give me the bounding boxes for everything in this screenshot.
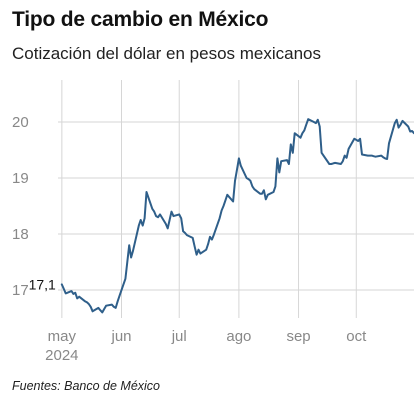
x-tick-label-may: may [48, 328, 77, 345]
chart-subtitle: Cotización del dólar en pesos mexicanos [12, 44, 322, 63]
source-note: Fuentes: Banco de México [12, 379, 160, 393]
series-line [60, 118, 414, 314]
start-value-label: 17,1 [29, 276, 56, 292]
chart-title: Tipo de cambio en México [12, 8, 269, 31]
y-tick-label-19: 19 [12, 170, 29, 187]
y-tick-label-20: 20 [12, 114, 29, 131]
x-tick-label-jun: jun [110, 328, 131, 345]
y-tick-label-17: 17 [12, 282, 29, 299]
x-tick-label-jul: jul [171, 328, 187, 345]
x-tick-label-sep: sep [286, 328, 310, 345]
x-year-label: 2024 [45, 347, 78, 364]
y-tick-label-18: 18 [12, 226, 29, 243]
x-tick-label-oct: oct [346, 328, 367, 345]
x-tick-label-ago: ago [226, 328, 251, 345]
